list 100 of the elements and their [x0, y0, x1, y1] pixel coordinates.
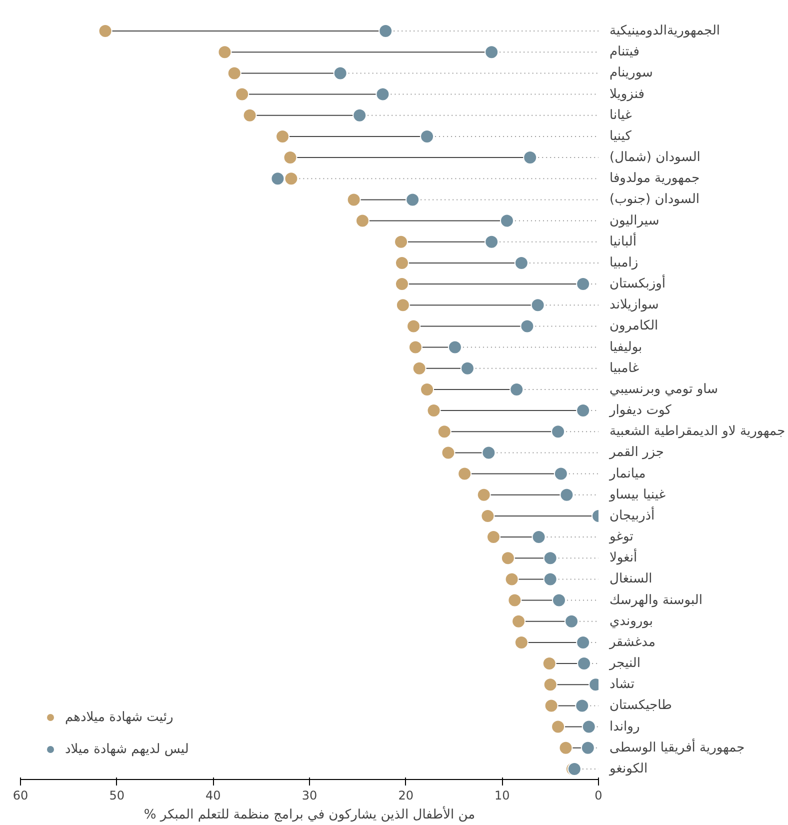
point [576, 404, 590, 418]
y-tick-label: غينيا بيساو [608, 487, 666, 502]
x-tick-label: 30 [302, 788, 318, 802]
y-tick-label: غامبيا [610, 360, 640, 376]
y-tick-label: بوليفيا [610, 340, 642, 355]
point [396, 298, 410, 312]
point [543, 678, 558, 692]
point [458, 466, 472, 481]
point [551, 424, 566, 439]
point [242, 108, 257, 122]
x-tick-label: 0 [594, 788, 602, 802]
y-tick-label: الجمهوريةالدومينيكية [610, 24, 720, 39]
point [346, 192, 361, 207]
point [420, 129, 434, 144]
point [551, 720, 566, 734]
point [276, 129, 290, 144]
y-tick-label: سيراليون [610, 213, 660, 228]
point [580, 740, 595, 755]
y-tick-label: البوسنة والهرسك [610, 592, 702, 608]
y-tick-label: ألبانيا [610, 232, 636, 250]
y-tick-label: الكامرون [610, 318, 658, 334]
point [552, 593, 566, 608]
point [542, 656, 556, 671]
point [426, 404, 441, 418]
point [480, 508, 495, 523]
point [412, 361, 426, 376]
point [500, 214, 514, 228]
point [576, 635, 590, 650]
point [582, 720, 596, 734]
y-tick-label: سورينام [610, 66, 653, 81]
point [218, 45, 232, 60]
point [394, 234, 408, 249]
y-tick-label: طاجيكستان [610, 698, 672, 714]
point [235, 87, 250, 102]
point [406, 319, 421, 334]
y-tick-label: سوازيلاند [610, 298, 659, 313]
y-tick-label: توغو [608, 530, 634, 545]
point [530, 298, 545, 312]
point [520, 319, 534, 334]
point [98, 24, 112, 38]
point [394, 277, 409, 292]
point [408, 340, 422, 354]
x-axis-title: % من الأطفال الذين يشاركون في برامج منظمة للتعلم المبكر [144, 806, 476, 822]
point [512, 614, 526, 628]
point [576, 277, 590, 292]
point [514, 635, 528, 650]
y-tick-label: جزر القمر [608, 445, 664, 460]
y-tick-label: ساو تومي وبرنسيبي [610, 382, 718, 397]
y-tick-label: السودان (شمال) [610, 150, 700, 166]
point [504, 572, 519, 586]
y-tick-label: جمهورية مولدوفا [610, 171, 700, 186]
y-tick-label: رواندا [610, 719, 640, 734]
y-tick-label: بوروندي [610, 614, 654, 629]
point [564, 614, 579, 628]
y-tick-label: أنغولا [610, 548, 638, 566]
point [476, 488, 491, 502]
point [441, 446, 456, 460]
y-tick-label: النيجر [608, 656, 640, 672]
point [284, 172, 298, 186]
point [460, 361, 474, 376]
point [484, 234, 499, 249]
point [394, 256, 409, 270]
y-tick-label: ميانمار [608, 466, 646, 482]
point [514, 256, 528, 270]
point [482, 446, 496, 460]
point [500, 551, 515, 566]
point [484, 45, 499, 60]
y-tick-label: أوزبكستان [610, 274, 666, 292]
y-tick-label: غيانا [610, 108, 632, 123]
point [577, 656, 592, 671]
y-tick-label: السودان (جنوب) [610, 192, 700, 208]
y-tick-label: كوت ديفوار [608, 403, 672, 418]
point [510, 382, 524, 396]
point [448, 340, 462, 354]
y-tick-label: جمهورية أفريقيا الوسطى [610, 738, 745, 756]
point [333, 66, 348, 80]
y-tick-label: زامبيا [610, 255, 638, 270]
x-tick-label: 50 [109, 788, 124, 802]
x-tick-label: 20 [398, 788, 414, 802]
point [486, 530, 500, 544]
point [575, 698, 590, 713]
point [420, 382, 434, 396]
point [543, 551, 558, 566]
point [376, 87, 390, 102]
y-tick-label: مدغشقر [608, 634, 656, 650]
point [543, 572, 558, 586]
point [508, 593, 522, 608]
point [352, 108, 367, 122]
legend-label: رئيت شهادة ميلادهم [65, 710, 174, 724]
point [554, 466, 568, 481]
point [544, 698, 558, 713]
y-tick-label: كينيا [610, 128, 632, 144]
x-tick-label: 40 [206, 788, 221, 802]
point [270, 172, 285, 186]
y-tick-label: فنزويلا [610, 86, 644, 102]
y-tick-label: السنغال [610, 572, 652, 587]
point [378, 24, 393, 38]
y-tick-label: تشاد [610, 677, 635, 692]
y-tick-label: أذربيجان [610, 506, 655, 524]
y-tick-label: فيتنام [610, 44, 640, 60]
